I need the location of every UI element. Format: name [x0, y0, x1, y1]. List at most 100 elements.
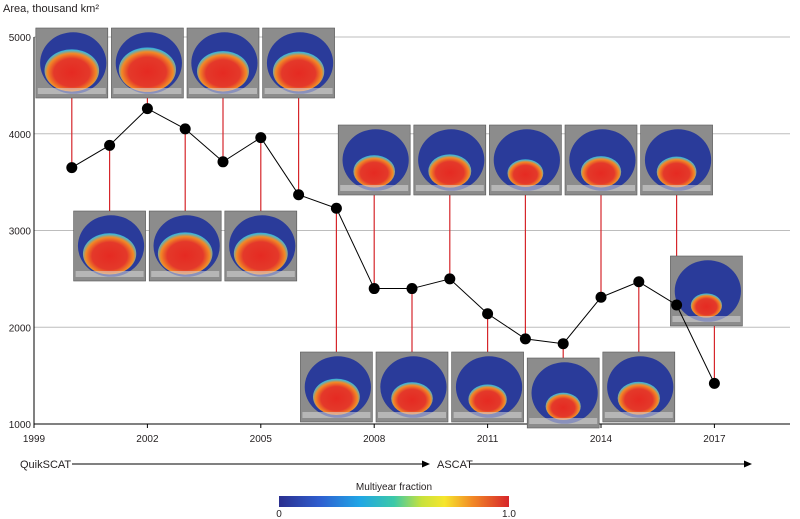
map-thumbnail-2010 [413, 124, 487, 196]
map-coast-2002 [113, 88, 182, 94]
x-tick-label-2014: 2014 [590, 434, 613, 445]
map-ice-multiyear-2016 [656, 156, 697, 188]
map-thumbnail-2014 [564, 124, 638, 196]
map-ice-multiyear-2000 [44, 49, 100, 92]
map-thumbnail-2000 [35, 27, 109, 99]
map-ice-multiyear-2017 [690, 293, 723, 318]
map-coast-2006 [264, 88, 333, 94]
map-thumbnail-2002 [111, 27, 184, 99]
map-thumbnail-2007 [300, 351, 373, 423]
ascat-arrow-head [744, 460, 752, 468]
data-point-2005 [255, 132, 267, 144]
x-tick-label-2005: 2005 [250, 434, 273, 445]
map-thumbnails [35, 27, 743, 429]
sensor-label-ascat: ASCAT [437, 459, 473, 471]
map-thumbnail-2017 [670, 255, 743, 327]
data-point-2016 [671, 299, 683, 311]
map-ice-multiyear-2002 [118, 47, 176, 92]
map-coast-2007 [302, 412, 371, 418]
data-point-2001 [104, 139, 116, 151]
data-point-2009 [406, 283, 418, 295]
data-point-2007 [330, 202, 342, 214]
data-point-2011 [482, 308, 494, 320]
y-axis-label: Area, thousand km² [3, 3, 99, 15]
map-ice-multiyear-2001 [82, 233, 137, 275]
colorbar-gradient [279, 496, 509, 507]
map-ice-multiyear-2011 [468, 384, 507, 415]
sensor-period-arrows: QuikSCAT ASCAT [20, 459, 752, 471]
y-tick-label-3000: 3000 [9, 227, 32, 238]
data-point-2012 [519, 333, 531, 345]
map-coast-2003 [151, 271, 220, 277]
data-point-2008 [368, 283, 380, 295]
map-coast-2012 [491, 185, 560, 191]
map-ice-multiyear-2010 [428, 154, 472, 188]
map-ice-multiyear-2015 [617, 381, 660, 415]
data-point-2017 [708, 377, 720, 389]
data-point-2003 [179, 123, 191, 135]
map-thumbnail-2013 [526, 357, 600, 429]
map-ice-multiyear-2013 [545, 392, 581, 420]
map-thumbnail-2008 [337, 124, 411, 196]
data-point-2010 [444, 273, 456, 285]
map-thumbnail-2005 [224, 210, 298, 282]
map-thumbnail-2009 [375, 351, 449, 423]
data-point-2014 [595, 291, 607, 303]
data-point-2000 [66, 162, 78, 174]
data-point-2015 [633, 276, 645, 288]
map-coast-2001 [75, 271, 144, 277]
series-line [71, 107, 715, 384]
map-ice-multiyear-2008 [353, 155, 396, 188]
y-tick-label-1000: 1000 [9, 420, 32, 431]
data-point-2004 [217, 156, 229, 168]
map-ice-multiyear-2007 [313, 378, 360, 415]
map-thumbnail-2011 [451, 351, 524, 423]
map-ice-multiyear-2006 [272, 51, 325, 92]
map-ice-multiyear-2012 [507, 159, 544, 188]
y-tick-label-4000: 4000 [9, 130, 32, 141]
map-coast-2011 [453, 412, 522, 418]
map-ice-multiyear-2014 [580, 156, 622, 188]
map-coast-2008 [340, 185, 409, 191]
sensor-label-quikscat: QuikSCAT [20, 459, 71, 471]
colorbar-title: Multiyear fraction [356, 482, 432, 493]
map-coast-2017 [672, 316, 741, 322]
map-thumbnail-2012 [489, 124, 562, 196]
quikscat-arrow-head [422, 460, 430, 468]
map-thumbnail-2003 [148, 210, 222, 282]
map-thumbnail-2016 [640, 124, 713, 196]
x-tick-label-2017: 2017 [703, 434, 726, 445]
axes: 1000 2000 3000 4000 5000 1999 2002 2005 2008 2011… [9, 33, 790, 445]
map-ice-multiyear-2003 [157, 232, 213, 275]
map-thumbnail-2006 [262, 27, 335, 99]
x-tick-label-2011: 2011 [477, 434, 499, 445]
colorbar: Multiyear fraction 0 1.0 [276, 482, 516, 519]
map-coast-2004 [189, 88, 257, 94]
map-coast-2005 [226, 271, 295, 277]
colorbar-min-label: 0 [276, 509, 282, 519]
data-point-2006 [293, 189, 305, 201]
x-tick-label-2002: 2002 [136, 434, 159, 445]
area-series [66, 103, 720, 389]
y-tick-label-5000: 5000 [9, 33, 32, 44]
map-thumbnail-2004 [186, 27, 260, 99]
map-coast-2013 [529, 418, 598, 424]
map-coast-2015 [604, 412, 673, 418]
data-point-2013 [557, 338, 569, 350]
map-coast-2014 [567, 185, 635, 191]
map-coast-2000 [37, 88, 106, 94]
map-thumbnail-2001 [73, 210, 146, 282]
colorbar-max-label: 1.0 [502, 509, 516, 519]
map-coast-2010 [415, 185, 484, 191]
map-ice-multiyear-2004 [197, 51, 249, 92]
map-coast-2009 [378, 412, 446, 418]
map-coast-2016 [642, 185, 711, 191]
y-tick-label-2000: 2000 [9, 323, 32, 334]
map-thumbnail-2015 [602, 351, 676, 423]
map-connector-lines [71, 98, 716, 384]
map-ice-multiyear-2009 [391, 382, 433, 415]
data-point-2002 [141, 103, 153, 115]
x-tick-label-2008: 2008 [363, 434, 386, 445]
x-tick-label-1999: 1999 [23, 434, 46, 445]
